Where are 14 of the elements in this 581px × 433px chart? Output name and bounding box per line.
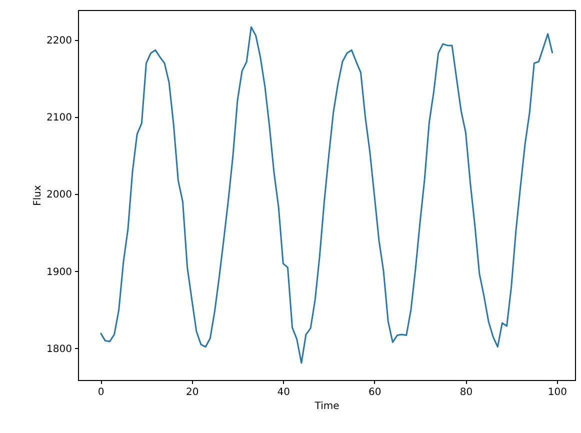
x-tick-label: 0 xyxy=(98,387,104,398)
line-series xyxy=(100,26,554,364)
y-axis-title: Flux xyxy=(32,185,44,206)
y-tick-label: 1900 xyxy=(46,266,72,278)
x-tick-label: 20 xyxy=(186,387,199,398)
y-tick-label: 2200 xyxy=(46,36,72,47)
x-tick-label: 40 xyxy=(277,387,290,398)
x-tick-label: 80 xyxy=(460,387,473,398)
x-axis-title: Time xyxy=(314,401,340,412)
y-tick-label: 2100 xyxy=(46,112,72,124)
x-tick-label: 60 xyxy=(368,387,382,398)
y-tick-label: 2000 xyxy=(46,190,72,201)
y-tick-label: 1800 xyxy=(46,344,72,355)
x-tick-label: 100 xyxy=(548,387,568,398)
